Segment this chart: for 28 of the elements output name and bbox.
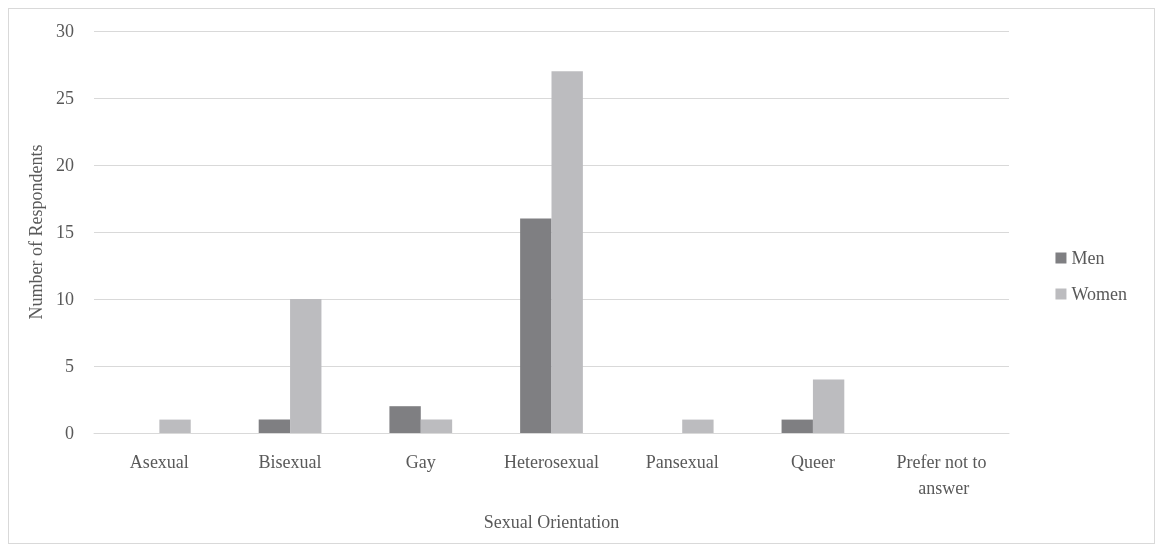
y-tick-label: 20 (56, 155, 74, 175)
y-tick-label: 25 (56, 88, 74, 108)
y-tick-label: 10 (56, 289, 74, 309)
bar (520, 218, 552, 433)
bar (420, 419, 453, 433)
y-axis-title: Number of Respondents (26, 144, 47, 320)
bar (551, 71, 583, 433)
bar (812, 379, 845, 433)
bar (389, 406, 421, 433)
x-tick-label: Asexual (129, 452, 189, 472)
bar (159, 419, 191, 433)
legend-label: Men (1071, 248, 1105, 268)
x-axis-title: Sexual Orientation (483, 512, 620, 532)
y-tick-label: 0 (65, 423, 74, 443)
x-tick-label: Heterosexual (504, 452, 599, 472)
bar (258, 419, 291, 433)
x-tick-label: Gay (405, 452, 436, 472)
x-tick-label: Pansexual (645, 452, 719, 472)
y-tick-label: 15 (56, 222, 74, 242)
x-tick-label: Prefer not to answer (896, 452, 991, 498)
y-tick-label: 5 (65, 356, 74, 376)
bar (781, 419, 813, 433)
bar (290, 299, 322, 433)
x-tick-label: Queer (790, 452, 835, 472)
legend-label: Women (1071, 284, 1128, 304)
x-tick-label: Bisexual (258, 452, 322, 472)
bar (682, 419, 714, 433)
y-tick-label: 30 (56, 21, 74, 41)
